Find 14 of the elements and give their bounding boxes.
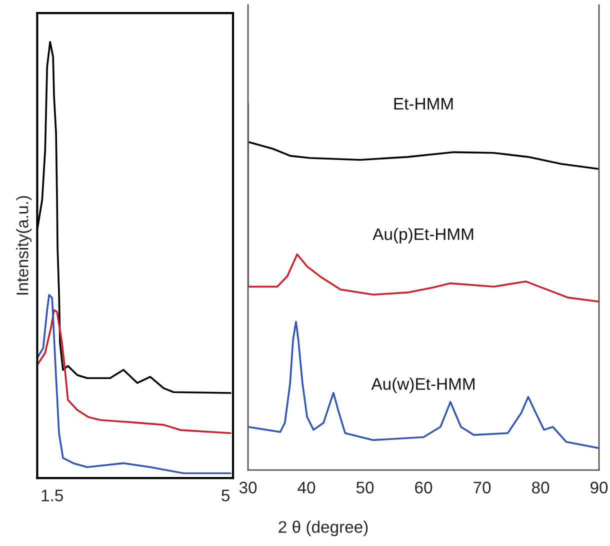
series-label: Au(w)Et-HMM xyxy=(371,378,474,394)
x-tick-label: 40 xyxy=(298,482,316,494)
x-axis-title: 2 θ (degree) xyxy=(278,520,368,536)
x-tick-label: 90 xyxy=(590,482,608,494)
y-axis-title: Intensity(a.u.) xyxy=(16,196,32,295)
text: Au(p)Et-HMM xyxy=(372,228,474,244)
x-tick-label: 1.5 xyxy=(42,490,63,502)
x-tick-label: 60 xyxy=(415,482,432,494)
x-tick-label: 80 xyxy=(532,482,550,494)
x-tick-label: 70 xyxy=(474,482,491,494)
text: Et-HMM xyxy=(394,98,453,110)
x-tick-label: 5 xyxy=(222,490,230,502)
x-tick-label: 30 xyxy=(239,482,257,494)
x-tick-label: 50 xyxy=(356,482,374,494)
